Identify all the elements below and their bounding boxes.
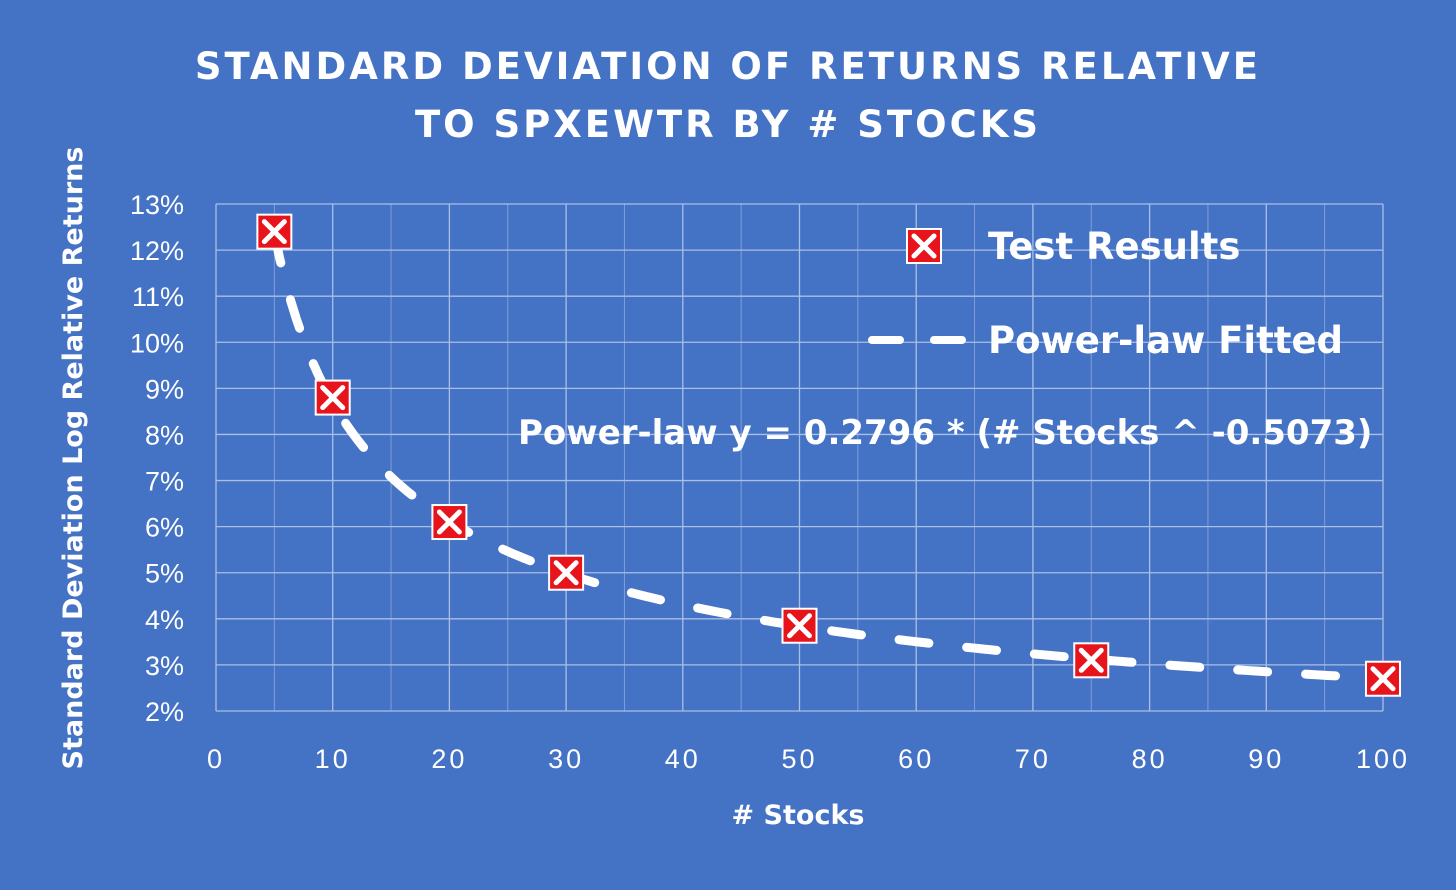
x-tick-label: 30 — [548, 744, 584, 774]
chart-title-line-1: STANDARD DEVIATION OF RETURNS RELATIVE — [194, 45, 1262, 88]
chart-title: STANDARD DEVIATION OF RETURNS RELATIVE T… — [0, 38, 1456, 154]
x-tick-label: 80 — [1132, 744, 1168, 774]
y-tick-label: 9% — [145, 374, 184, 404]
chart-title-line-2: TO SPXEWTR BY # STOCKS — [414, 103, 1042, 146]
y-tick-label: 10% — [130, 328, 184, 358]
x-tick-labels: 0 10 20 30 40 50 60 70 80 90 100 — [207, 744, 1410, 774]
legend-label-power-law: Power-law Fitted — [988, 319, 1343, 362]
y-tick-label: 8% — [145, 420, 184, 450]
data-point-marker — [256, 213, 293, 250]
y-tick-label: 12% — [130, 236, 184, 266]
y-tick-label: 2% — [145, 697, 184, 727]
x-tick-label: 50 — [781, 744, 817, 774]
legend: Test Results Power-law Fitted — [868, 225, 1343, 362]
data-point-marker — [1365, 660, 1401, 697]
y-tick-labels: 2% 3% 4% 5% 6% 7% 8% 9% 10% 11% 12% 13% — [130, 190, 184, 727]
y-tick-label: 13% — [130, 190, 184, 220]
y-tick-label: 7% — [145, 467, 184, 497]
x-tick-label: 60 — [898, 744, 934, 774]
x-tick-label: 100 — [1356, 744, 1410, 774]
x-tick-label: 10 — [315, 744, 351, 774]
x-tick-label: 40 — [665, 744, 701, 774]
x-tick-label: 20 — [431, 744, 467, 774]
data-point-marker — [431, 504, 468, 541]
x-tick-label: 0 — [207, 744, 225, 774]
legend-marker-symbol — [906, 228, 942, 264]
data-point-marker — [548, 554, 585, 591]
legend-marker-test-results — [906, 228, 942, 264]
data-point-marker — [781, 607, 818, 644]
y-axis-title: Standard Deviation Log Relative Returns — [58, 147, 89, 770]
y-tick-label: 4% — [145, 605, 184, 635]
fit-line-layer — [269, 229, 1388, 684]
marker-layer — [256, 213, 1401, 697]
y-tick-label: 5% — [145, 559, 184, 589]
legend-label-test-results: Test Results — [988, 225, 1240, 268]
y-tick-label: 11% — [132, 282, 184, 312]
x-tick-label: 70 — [1015, 744, 1051, 774]
data-point-marker — [1073, 642, 1110, 679]
x-tick-label: 90 — [1248, 744, 1284, 774]
y-tick-label: 3% — [145, 651, 184, 681]
fit-equation-annotation: Power-law y = 0.2796 * (# Stocks ^ -0.50… — [518, 413, 1372, 453]
y-tick-label: 6% — [145, 513, 184, 543]
data-point-marker — [314, 379, 351, 416]
power-law-fit-line — [269, 229, 1388, 684]
x-axis-title: # Stocks — [732, 800, 865, 831]
